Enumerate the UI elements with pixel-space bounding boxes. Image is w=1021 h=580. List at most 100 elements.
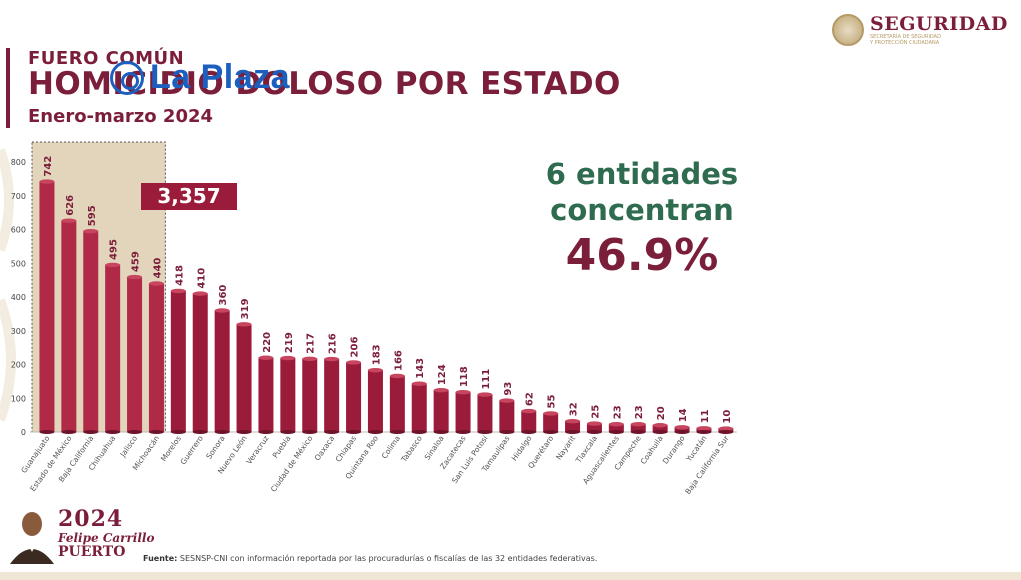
bar-base [346,430,362,434]
x-tick-label: Veracruz [244,434,270,466]
bar-cap [280,355,296,361]
bar [170,290,186,432]
watermark-text: La Plaza [150,58,291,96]
bar [433,390,449,432]
bar [258,357,274,432]
bar-cap [521,408,537,414]
bar-cap [236,322,252,327]
x-tick-label: Durango [661,434,687,466]
bar-cap [214,308,230,313]
seguridad-logo: SEGURIDAD SECRETARÍA DE SEGURIDAD Y PROT… [832,14,1008,46]
bar-value-label: 93 [503,382,514,396]
bar-base [258,430,274,434]
bar-value-label: 220 [262,332,273,353]
bar-value-label: 459 [131,251,142,272]
bar-cap [148,281,164,286]
bar-cap [192,291,208,296]
x-tick-label: Colima [380,434,402,460]
bar-value-label: 23 [612,405,623,419]
highlight-box-border [31,141,166,433]
bar-value-label: 440 [152,258,163,279]
bar-value-label: 319 [240,298,251,319]
bar-cap [586,421,602,426]
source-text: SESNSP-CNI con información reportada por… [177,554,598,563]
source-label: Fuente: [143,554,178,563]
bar [280,358,296,432]
bar [324,359,340,432]
bar [499,400,515,432]
bar-base [477,430,493,434]
bar [105,264,121,432]
bar-value-label: 62 [525,392,536,406]
bar [565,421,581,432]
bar-base [302,430,318,434]
bar-base [280,430,296,434]
footer-name-line2: PUERTO [58,544,126,560]
bar [346,362,362,432]
y-tick-label: 300 [11,327,26,336]
bar-cap [543,411,559,416]
y-tick-label: 100 [11,394,26,403]
y-tick-label: 700 [11,192,26,201]
bar-value-label: 166 [393,350,404,371]
bar-value-label: 111 [481,369,492,390]
bar-base [499,430,515,434]
bar [192,293,208,432]
y-tick-label: 200 [11,361,26,370]
bar-value-label: 183 [371,344,382,365]
footer-name-line1: Felipe Carrillo [58,531,155,545]
y-tick-label: 600 [11,226,26,235]
x-tick-label: Sinaloa [423,434,446,462]
bar [521,411,537,432]
bar-value-label: 595 [87,205,98,226]
bar-value-label: 23 [634,405,645,419]
bar-value-label: 32 [569,402,580,416]
x-tick-label: Guerrero [178,434,205,467]
bar [389,375,405,432]
bar [674,427,690,432]
x-tick-label: Tabasco [399,434,424,465]
bar-cap [477,392,493,397]
y-tick-label: 800 [11,158,26,167]
bar-cap [127,274,143,280]
bar-value-label: 14 [678,408,689,422]
la-plaza-logo-icon [110,60,144,95]
total-badge: 3,357 [141,183,237,210]
bar-base [455,430,471,434]
bar [477,394,493,432]
bar-cap [630,422,646,427]
bar-base [608,430,624,434]
x-tick-label: Sonora [204,434,227,461]
bar-base [389,430,405,434]
bar [302,358,318,432]
bar-value-label: 11 [700,409,711,423]
logo-name: SEGURIDAD [870,13,1008,35]
bar-value-label: 626 [65,195,76,216]
bar [61,220,77,432]
bar-cap [652,423,668,428]
bar-cap [499,398,515,403]
bar-value-label: 206 [350,337,361,358]
highlight-line-1: 6 entidades [545,157,739,191]
bar-value-label: 495 [109,239,120,260]
bar [543,413,559,432]
bar-base [543,430,559,434]
bar-value-label: 219 [284,332,295,353]
bar [367,370,383,432]
bar [411,383,427,432]
highlight-percent: 46.9% [565,230,719,281]
bar-value-label: 20 [656,406,667,420]
logo-subtitle-1: SECRETARÍA DE SEGURIDAD [870,34,941,40]
bar-base [565,430,581,434]
mexico-seal-icon [832,14,864,46]
bar-cap [696,426,712,431]
x-tick-label: Puebla [271,434,293,460]
bar-cap [411,381,427,386]
bar-cap [324,356,340,362]
bar [83,231,99,432]
bar-value-label: 216 [328,333,339,354]
x-tick-label: Nayarit [554,434,577,462]
x-tick-label: Oaxaca [313,434,337,462]
bar-base [630,430,646,434]
bar-base [674,430,690,434]
